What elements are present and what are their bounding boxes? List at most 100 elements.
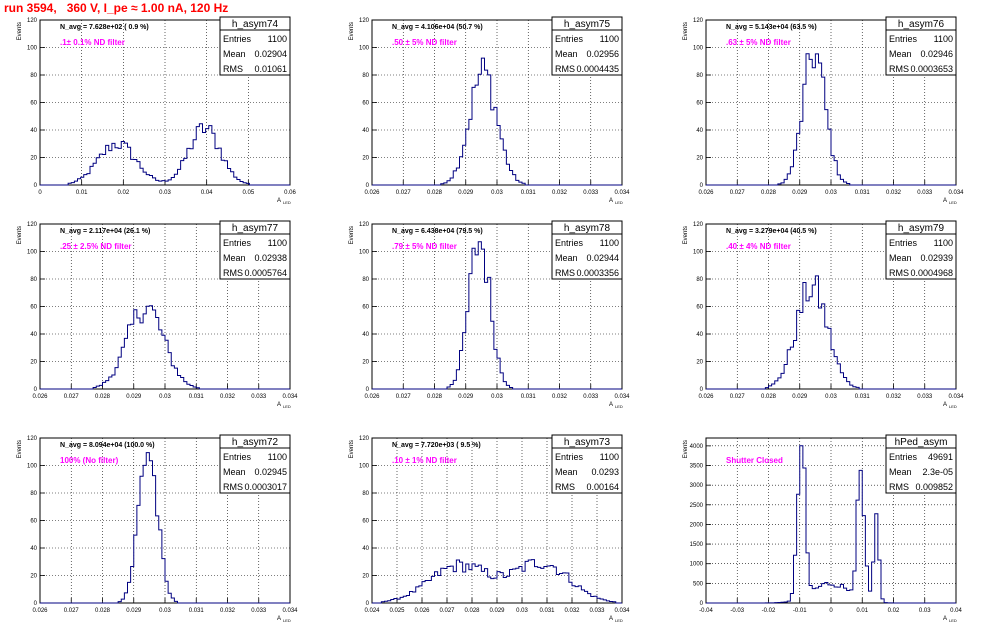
x-tick-label: 0.034 (948, 394, 964, 400)
stats-label: Entries (555, 452, 584, 462)
x-axis-label-sub: LED (615, 618, 623, 622)
x-tick-label: 0.029 (458, 190, 474, 196)
x-tick-label: 0 (829, 608, 833, 614)
x-tick-label: 0.027 (396, 394, 412, 400)
stats-label: Mean (223, 49, 246, 59)
navg-label: N_avg = 8.094e+04 (100.0 %) (60, 442, 155, 449)
stats-value: 0.02956 (586, 49, 619, 59)
y-tick-label: 20 (30, 574, 37, 580)
x-tick-label: 0.028 (95, 394, 111, 400)
y-tick-label: 100 (693, 250, 704, 256)
histogram-series (372, 241, 622, 390)
x-tick-label: 0.031 (521, 394, 537, 400)
stats-label: Entries (555, 238, 584, 248)
stats-label: Entries (889, 34, 918, 44)
y-tick-label: 20 (30, 360, 37, 366)
x-tick-label: 0.025 (389, 608, 405, 614)
x-tick-label: 0.03 (919, 608, 931, 614)
y-tick-label: 60 (362, 519, 369, 525)
navg-label: N_avg = 7.628e+02 ( 0.9 %) (60, 24, 149, 31)
stats-label: RMS (555, 268, 575, 278)
stats-label: Entries (889, 452, 918, 462)
stats-value: 0.02946 (920, 49, 953, 59)
x-tick-label: 0.034 (948, 190, 964, 196)
y-tick-label: 40 (362, 546, 369, 552)
x-axis-label-sub: LED (615, 404, 623, 409)
x-axis-label-sub: LED (283, 200, 291, 205)
x-tick-label: 0.031 (521, 190, 537, 196)
x-axis-label: A (277, 198, 281, 204)
x-tick-label: 0.029 (792, 394, 808, 400)
stats-label: Mean (223, 253, 246, 263)
y-tick-label: 40 (696, 128, 703, 134)
stats-label: Entries (223, 34, 252, 44)
stats-value: 0.0005764 (244, 268, 287, 278)
x-tick-label: 0.03 (825, 190, 837, 196)
x-axis-label: A (609, 616, 613, 622)
x-tick-label: 0.026 (698, 190, 714, 196)
x-tick-label: 0.028 (95, 608, 111, 614)
stats-value: 0.009852 (915, 482, 953, 492)
stats-label: RMS (223, 64, 243, 74)
x-axis-label: A (277, 616, 281, 622)
x-tick-label: 0.032 (552, 190, 568, 196)
x-tick-label: 0.032 (552, 394, 568, 400)
y-tick-label: 1500 (690, 542, 704, 548)
stats-value: 1100 (600, 452, 619, 462)
x-tick-label: 0.027 (439, 608, 455, 614)
x-tick-label: 0.032 (564, 608, 580, 614)
x-tick-label: 0.027 (396, 190, 412, 196)
x-tick-label: -0.04 (699, 608, 713, 614)
y-tick-label: 100 (693, 46, 704, 52)
y-tick-label: 1000 (690, 562, 704, 568)
x-tick-label: 0.027 (730, 190, 746, 196)
x-tick-label: 0.033 (589, 608, 605, 614)
y-tick-label: 100 (27, 46, 38, 52)
x-axis-label-sub: LED (283, 404, 291, 409)
stats-value: 0.02939 (920, 253, 953, 263)
x-tick-label: 0.032 (886, 394, 902, 400)
x-axis-label-sub: LED (949, 200, 957, 205)
y-tick-label: 40 (362, 332, 369, 338)
filter-annotation: .25 ± 2.5% ND filter (60, 242, 132, 251)
y-tick-label: 100 (359, 250, 370, 256)
y-tick-label: 20 (696, 156, 703, 162)
y-tick-label: 80 (696, 73, 703, 79)
stats-value: 0.0003017 (244, 482, 287, 492)
y-tick-label: 80 (362, 73, 369, 79)
x-tick-label: 0.033 (251, 608, 267, 614)
filter-annotation: .50 ± 5% ND filter (392, 38, 457, 47)
y-axis-label: Events (17, 440, 23, 458)
y-tick-label: 60 (30, 305, 37, 311)
x-tick-label: -0.02 (762, 608, 776, 614)
stats-value: 49691 (928, 452, 953, 462)
y-tick-label: 3500 (690, 464, 704, 470)
y-tick-label: 120 (27, 436, 38, 442)
stats-value: 2.3e-05 (922, 467, 953, 477)
x-tick-label: 0.05 (242, 190, 254, 196)
filter-annotation: .1± 0.1% ND filter (60, 38, 125, 47)
y-tick-label: 0 (34, 601, 38, 607)
stats-title: h_asym72 (232, 437, 279, 448)
y-tick-label: 60 (696, 305, 703, 311)
stats-label: RMS (889, 64, 909, 74)
stats-title: hPed_asym (895, 437, 948, 448)
y-tick-label: 2500 (690, 503, 704, 509)
y-tick-label: 500 (693, 581, 704, 587)
x-tick-label: 0.027 (64, 394, 80, 400)
navg-label: N_avg = 5.143e+04 (63.5 %) (726, 24, 817, 31)
stats-title: h_asym74 (232, 19, 279, 30)
x-tick-label: 0.028 (427, 190, 443, 196)
stats-value: 0.02938 (254, 253, 287, 263)
x-axis-label: A (943, 198, 947, 204)
x-axis-label: A (943, 402, 947, 408)
stats-label: Mean (555, 49, 578, 59)
stats-value: 0.02904 (254, 49, 287, 59)
stats-value: 1100 (268, 452, 287, 462)
stats-box (551, 220, 623, 280)
y-tick-label: 80 (362, 491, 369, 497)
stats-value: 0.02945 (254, 467, 287, 477)
filter-annotation: .10 ± 1% ND filter (392, 456, 457, 465)
x-axis-label-sub: LED (283, 618, 291, 622)
x-tick-label: 0.04 (201, 190, 213, 196)
